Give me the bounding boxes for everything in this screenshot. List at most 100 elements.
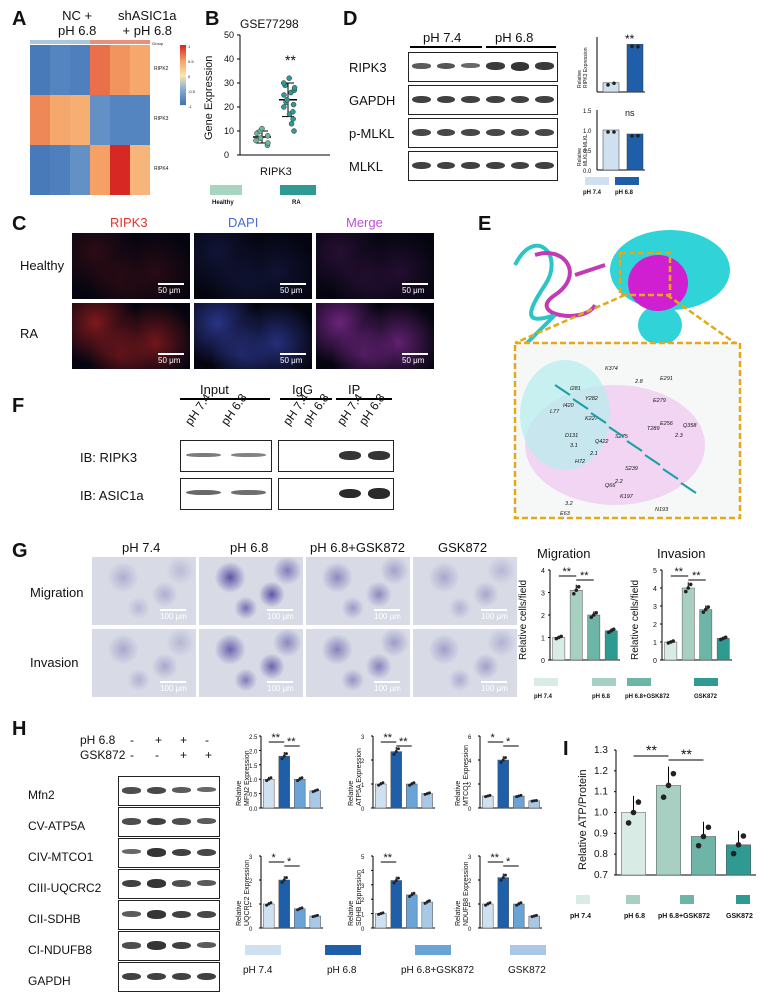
y-tick-label: 5 bbox=[653, 568, 657, 575]
legend-swatch bbox=[736, 895, 750, 904]
y-tick-label: 2 bbox=[653, 622, 657, 629]
scale-tick: 0 bbox=[188, 74, 191, 79]
data-point bbox=[264, 133, 271, 139]
y-tick-label: 1.2 bbox=[594, 766, 608, 777]
blot-band bbox=[122, 849, 141, 855]
scalebar: 100 μm bbox=[267, 681, 294, 693]
dot bbox=[574, 588, 579, 593]
y-tick-label: 6 bbox=[468, 735, 472, 741]
y-tick-label: 2 bbox=[541, 613, 545, 620]
dot bbox=[282, 754, 286, 758]
significance: ** bbox=[675, 566, 684, 578]
y-tick-label: 3 bbox=[468, 855, 472, 861]
column-label: GSK872 bbox=[438, 540, 488, 555]
bar bbox=[513, 795, 525, 809]
bar bbox=[699, 609, 713, 661]
blot-label: CIV-MTCO1 bbox=[28, 850, 94, 864]
dot bbox=[700, 833, 707, 840]
y-axis-label: Gene Expression bbox=[203, 56, 215, 140]
dot bbox=[576, 584, 581, 589]
blot-label: MLKL bbox=[349, 159, 383, 174]
scale-seg bbox=[180, 76, 186, 79]
heat-cell bbox=[90, 95, 110, 145]
y-tick-label: 4 bbox=[361, 869, 365, 875]
residue-label: E256 bbox=[660, 421, 674, 427]
treat-label: pH 6.8 bbox=[80, 733, 116, 747]
legend-label: pH 7.4 bbox=[243, 965, 273, 976]
scale-seg bbox=[180, 79, 186, 82]
blot-band bbox=[122, 972, 141, 981]
scale-seg bbox=[180, 58, 186, 61]
legend-swatch bbox=[680, 895, 694, 904]
legend-swatch bbox=[576, 895, 590, 904]
residue-label: E279 bbox=[653, 398, 666, 404]
data-point bbox=[291, 85, 298, 91]
treat-sign: + bbox=[180, 733, 188, 747]
significance: ** bbox=[384, 732, 393, 744]
scale-seg bbox=[180, 46, 186, 49]
scale-seg bbox=[180, 64, 186, 67]
chart-i: 0.7 0.8 0.9 1.0 1.1 1.2 1.3 ** ** Relative ATP/Pr… bbox=[570, 742, 756, 920]
underline bbox=[336, 398, 392, 400]
chart-title: Migration bbox=[537, 546, 590, 561]
y-tick-label: 0 bbox=[541, 658, 545, 665]
blot-h-3 bbox=[118, 869, 220, 899]
blot-band bbox=[485, 128, 505, 136]
dot bbox=[265, 779, 269, 783]
dot bbox=[519, 793, 523, 797]
heat-cell bbox=[70, 145, 90, 195]
data-point bbox=[290, 101, 297, 108]
blot-band bbox=[461, 128, 481, 136]
bar bbox=[263, 778, 275, 809]
significance: ** bbox=[272, 732, 281, 744]
dot bbox=[686, 586, 691, 590]
scalebar: 100 μm bbox=[267, 609, 294, 621]
legend-label: pH 6.8+GSK872 bbox=[625, 694, 670, 700]
scale-seg bbox=[180, 82, 186, 85]
y-axis-label: Relative bbox=[236, 901, 243, 926]
blot-band bbox=[147, 941, 166, 950]
sidechain bbox=[626, 440, 643, 452]
dot bbox=[280, 757, 284, 761]
scale-seg bbox=[180, 52, 186, 55]
data-point bbox=[281, 92, 287, 98]
blot-h-6 bbox=[118, 962, 220, 992]
y-tick-label: 0.0 bbox=[583, 169, 592, 175]
blot-group-label: pH 7.4 bbox=[423, 30, 462, 45]
bar bbox=[263, 903, 275, 929]
zoom-line bbox=[666, 293, 736, 345]
blot-band bbox=[147, 972, 166, 981]
dot bbox=[396, 876, 400, 880]
y-axis-label: MLKL/p-MLKL bbox=[583, 134, 589, 166]
dot bbox=[300, 776, 304, 780]
data-point bbox=[286, 75, 292, 81]
bar bbox=[602, 129, 620, 171]
surface-ripk3 bbox=[628, 255, 688, 311]
y-tick-label: 10 bbox=[224, 126, 234, 136]
treat-sign: + bbox=[180, 748, 188, 762]
legend-label: GSK872 bbox=[726, 913, 753, 920]
y-axis-label: Relative ATP/Protein bbox=[577, 769, 589, 870]
y-tick-label: 0 bbox=[653, 658, 657, 665]
residue-label: 3.2 bbox=[565, 501, 573, 507]
legend-label: pH 6.8 bbox=[615, 190, 634, 196]
dot bbox=[534, 798, 538, 802]
dot bbox=[612, 81, 616, 86]
blot-band bbox=[485, 161, 505, 170]
blot-band bbox=[147, 910, 166, 919]
dot bbox=[723, 635, 728, 640]
legend-swatch bbox=[627, 678, 651, 686]
dot bbox=[735, 841, 742, 848]
residue-label: 2.3 bbox=[674, 433, 684, 439]
panel-label-e: E bbox=[478, 213, 492, 235]
y-axis-label: Relative bbox=[348, 901, 355, 926]
blot-input-asic1a bbox=[180, 478, 272, 510]
dot bbox=[671, 639, 675, 643]
bar bbox=[497, 877, 509, 929]
blot-band bbox=[122, 879, 141, 888]
y-tick-label: 2 bbox=[361, 759, 365, 765]
residue-label: D131 bbox=[565, 433, 578, 439]
y-tick-label: 20 bbox=[224, 102, 234, 112]
significance: * bbox=[272, 852, 277, 864]
